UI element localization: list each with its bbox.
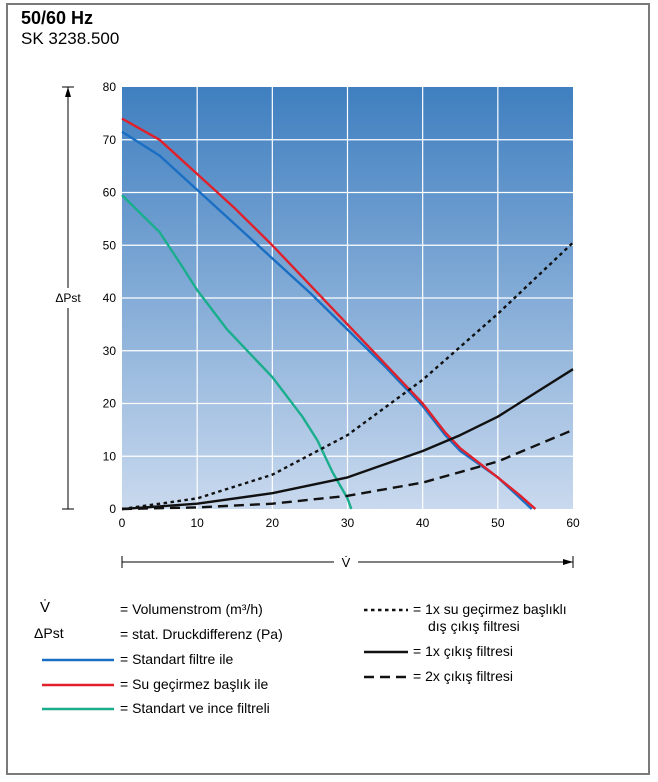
- x-tick-label: 50: [491, 516, 505, 530]
- series-line-3: [121, 194, 353, 510]
- legend-dp-symbol: ΔPst: [34, 625, 64, 641]
- tick-labels: 0 10 20 30 40 50 60 70 80 0 10 20 30 40 50 60: [103, 80, 580, 530]
- legend-su-gecirmez: = Su geçirmez başlık ile: [120, 676, 269, 692]
- y-tick-label: 10: [103, 449, 117, 463]
- series-lines: [121, 117, 574, 511]
- y-tick-label: 70: [103, 133, 117, 147]
- legend-dotted-line2: dış çıkış filtresi: [428, 618, 520, 634]
- legend-standart-filtre: = Standart filtre ile: [120, 651, 234, 667]
- y-tick-label: 20: [103, 397, 117, 411]
- x-axis-arrowhead: [563, 559, 573, 565]
- series-line-2: [121, 117, 537, 510]
- y-tick-label: 0: [109, 502, 116, 516]
- legend-v-symbol: V̇: [40, 599, 51, 616]
- y-tick-label: 30: [103, 344, 117, 358]
- x-tick-label: 20: [266, 516, 280, 530]
- legend-ince-filtre: = Standart ve ince filtreli: [120, 700, 270, 716]
- series-line-6: [121, 428, 574, 511]
- grid-lines: [122, 87, 573, 509]
- x-tick-label: 0: [119, 516, 126, 530]
- legend-swatches: [42, 608, 408, 711]
- x-axis-label: V̇: [342, 555, 351, 570]
- x-tick-label: 60: [566, 516, 580, 530]
- x-tick-label: 30: [341, 516, 355, 530]
- y-tick-label: 50: [103, 238, 117, 252]
- legend-dp-desc: = stat. Druckdifferenz (Pa): [120, 626, 283, 642]
- y-label-bg: [50, 288, 86, 308]
- x-label-bg: [334, 552, 358, 572]
- series-line-5: [121, 368, 574, 511]
- series-line-4: [121, 241, 574, 511]
- y-axis-label: ΔPst: [55, 291, 81, 305]
- model-number: SK 3238.500: [21, 29, 120, 48]
- y-tick-label: 80: [103, 80, 117, 94]
- axis-arrows: ΔPst V̇: [50, 86, 574, 572]
- x-tick-label: 40: [416, 516, 430, 530]
- x-tick-label: 10: [190, 516, 204, 530]
- y-tick-label: 60: [103, 186, 117, 200]
- y-axis-arrowhead: [65, 87, 71, 97]
- legend-solid-black: = 1x çıkış filtresi: [413, 643, 513, 659]
- y-tick-label: 40: [103, 291, 117, 305]
- legend-dashed-black: = 2x çıkış filtresi: [413, 668, 513, 684]
- page-title: 50/60 Hz: [21, 8, 94, 28]
- legend-dotted-line1: = 1x su geçirmez başlıklı: [413, 601, 567, 617]
- legend-v-desc: = Volumenstrom (m³/h): [120, 601, 263, 617]
